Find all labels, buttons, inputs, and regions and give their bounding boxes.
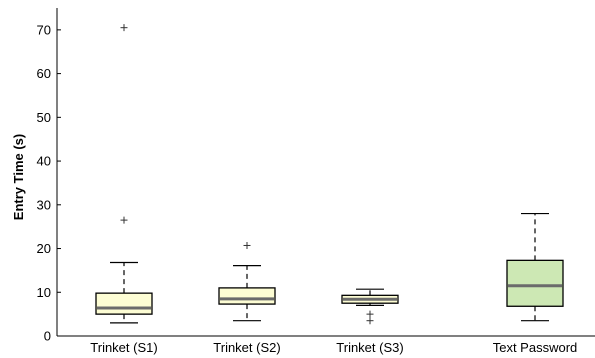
box-group (218, 241, 276, 322)
x-category-label: Trinket (S1) (90, 340, 157, 355)
iqr-box (218, 287, 276, 305)
y-axis-title: Entry Time (s) (11, 134, 26, 220)
iqr-box (506, 259, 564, 307)
box-group (341, 288, 399, 325)
x-category-label: Trinket (S2) (213, 340, 280, 355)
y-tick-label: 30 (37, 197, 51, 212)
x-category-label: Trinket (S3) (336, 340, 403, 355)
outlier-point (366, 317, 374, 325)
y-tick-label: 50 (37, 110, 51, 125)
outlier-point (120, 24, 128, 32)
outlier-point (243, 241, 251, 249)
box-group (95, 24, 153, 324)
y-tick-label: 10 (37, 285, 51, 300)
iqr-box (95, 292, 153, 315)
x-category-label: Text Password (493, 340, 578, 355)
y-tick-label: 0 (44, 329, 51, 344)
outlier-point (366, 310, 374, 318)
y-tick-label: 20 (37, 241, 51, 256)
y-tick-label: 70 (37, 22, 51, 37)
y-tick-label: 60 (37, 66, 51, 81)
box-group (506, 212, 564, 322)
outlier-point (120, 216, 128, 224)
y-tick-label: 40 (37, 154, 51, 169)
